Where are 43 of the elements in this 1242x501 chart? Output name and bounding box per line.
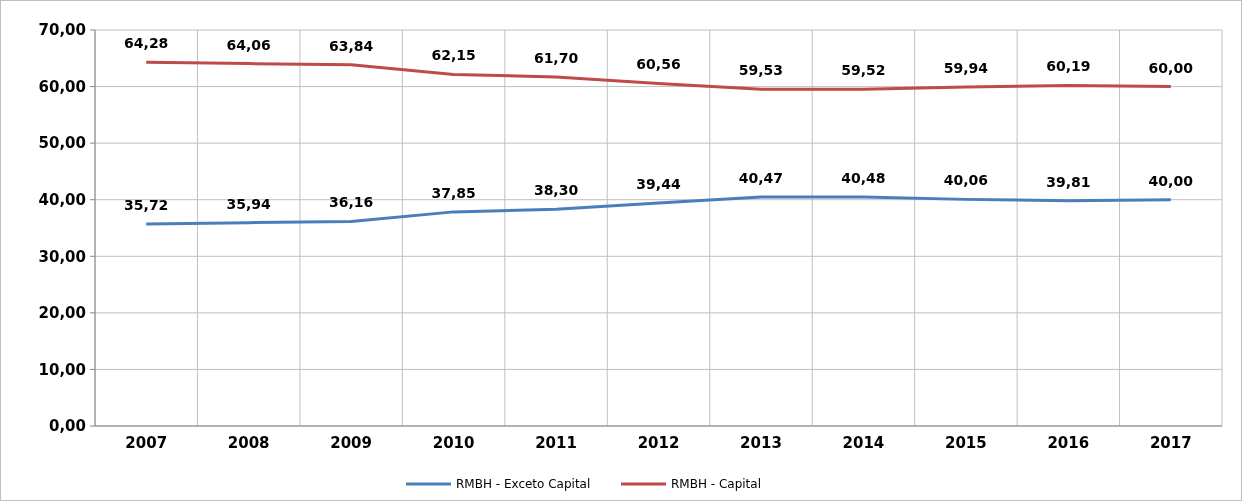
data-label: 38,30 (533, 182, 579, 199)
y-tick-label: 70,00 (38, 21, 86, 40)
data-label: 59,94 (943, 59, 989, 76)
data-label: 39,81 (1046, 173, 1091, 190)
data-label: 37,85 (431, 184, 476, 201)
data-label: 60,00 (1148, 59, 1194, 76)
x-tick-label: 2010 (432, 434, 475, 452)
data-label: 36,16 (328, 194, 374, 211)
x-tick-label: 2016 (1047, 434, 1090, 452)
y-tick-label: 40,00 (38, 190, 86, 209)
x-tick-label: 2017 (1149, 434, 1192, 452)
data-label: 63,84 (328, 37, 374, 54)
x-tick-label: 2007 (125, 434, 168, 452)
y-tick-label: 60,00 (38, 77, 86, 96)
x-tick-label: 2014 (842, 434, 885, 452)
data-label: 61,70 (533, 49, 579, 66)
y-tick-label: 10,00 (38, 360, 86, 379)
data-label: 40,06 (943, 172, 989, 189)
x-tick-label: 2012 (637, 434, 680, 452)
data-label: 59,53 (738, 62, 784, 79)
data-label: 60,19 (1046, 58, 1091, 75)
y-tick-label: 50,00 (38, 134, 86, 153)
data-label: 60,56 (636, 56, 681, 73)
x-tick-label: 2009 (330, 434, 373, 452)
x-tick-label: 2015 (944, 434, 987, 452)
data-label: 35,94 (226, 195, 272, 212)
data-label: 40,48 (841, 170, 886, 186)
data-label: 59,52 (841, 62, 886, 79)
data-label: 39,44 (636, 175, 681, 192)
y-tick-label: 0,00 (48, 417, 86, 436)
x-tick-label: 2011 (535, 434, 577, 452)
x-tick-label: 2013 (740, 434, 782, 452)
data-label: 64,28 (124, 35, 169, 52)
x-tick-label: 2008 (227, 434, 270, 452)
data-label: 64,06 (226, 36, 271, 53)
data-label: 40,47 (738, 170, 784, 187)
data-label: 40,00 (1148, 172, 1194, 189)
data-label: 62,15 (431, 47, 476, 64)
data-label: 35,72 (124, 196, 169, 213)
y-tick-label: 30,00 (38, 247, 86, 266)
y-tick-label: 20,00 (38, 304, 86, 323)
legend-label: RMBH - Exceto Capital (456, 477, 591, 492)
legend-label: RMBH - Capital (671, 477, 761, 492)
